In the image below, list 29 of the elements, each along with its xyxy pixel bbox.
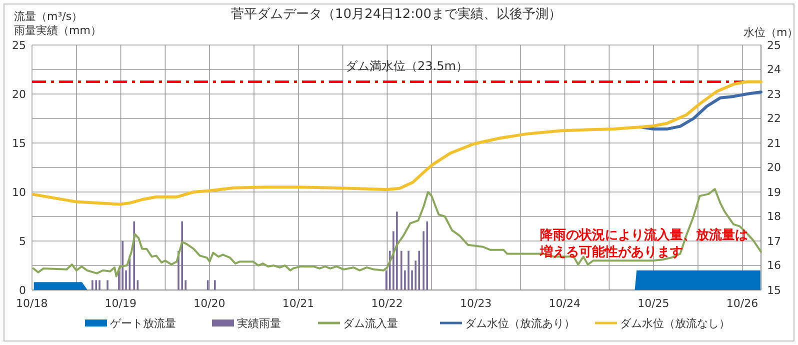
xtick4: 10/20: [194, 296, 226, 310]
y2tick3: 18: [767, 210, 781, 223]
y2tick10: 25: [767, 38, 781, 52]
ytick5: 25: [12, 38, 26, 52]
xtick6: 10/21: [282, 296, 314, 310]
xtick2: 10/19: [104, 296, 136, 310]
xtick16: 10/26: [726, 296, 758, 310]
title: 菅平ダムデータ（10月24日12:00まで実績、以後予測）: [231, 6, 562, 23]
ylabel: 流量（m³/s）雨量実績（mm）: [14, 10, 102, 38]
y2tick8: 23: [767, 88, 781, 100]
ytick3: 15: [12, 136, 26, 150]
y2tick9: 24: [767, 63, 781, 76]
y2tick7: 22: [767, 112, 781, 125]
ytick1: 5: [19, 234, 26, 248]
ytick2: 10: [12, 186, 26, 198]
xtick8: 10/22: [371, 296, 403, 310]
y2label: 水位（m）: [744, 24, 798, 40]
y2tick1: 16: [767, 259, 781, 272]
xtick14: 10/25: [638, 296, 670, 310]
y2tick5: 20: [767, 161, 781, 174]
xtick0: 10/18: [16, 296, 48, 310]
xtick10: 10/23: [460, 296, 492, 310]
y2tick0: 15: [767, 284, 781, 296]
ytick4: 20: [12, 88, 26, 100]
y2tick4: 19: [767, 186, 781, 198]
ytick0: 0: [19, 284, 26, 296]
y2tick2: 17: [767, 234, 781, 248]
xtick12: 10/24: [548, 296, 580, 310]
y2tick6: 21: [767, 136, 781, 150]
